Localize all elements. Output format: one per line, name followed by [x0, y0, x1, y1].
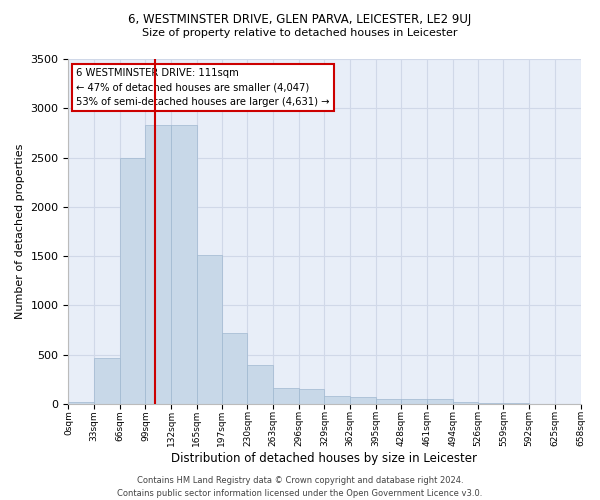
- Bar: [299, 388, 325, 404]
- Bar: [427, 400, 453, 404]
- Bar: [120, 158, 145, 404]
- Bar: [68, 402, 94, 404]
- Bar: [171, 125, 197, 404]
- Bar: [325, 396, 350, 404]
- X-axis label: Distribution of detached houses by size in Leicester: Distribution of detached houses by size …: [172, 452, 478, 465]
- Text: Size of property relative to detached houses in Leicester: Size of property relative to detached ho…: [142, 28, 458, 38]
- Bar: [350, 398, 376, 404]
- Text: 6 WESTMINSTER DRIVE: 111sqm
← 47% of detached houses are smaller (4,047)
53% of : 6 WESTMINSTER DRIVE: 111sqm ← 47% of det…: [76, 68, 329, 107]
- Text: 6, WESTMINSTER DRIVE, GLEN PARVA, LEICESTER, LE2 9UJ: 6, WESTMINSTER DRIVE, GLEN PARVA, LEICES…: [128, 12, 472, 26]
- Bar: [376, 399, 401, 404]
- Bar: [401, 400, 427, 404]
- Bar: [145, 125, 171, 404]
- Bar: [197, 255, 222, 404]
- Bar: [247, 366, 273, 404]
- Text: Contains HM Land Registry data © Crown copyright and database right 2024.
Contai: Contains HM Land Registry data © Crown c…: [118, 476, 482, 498]
- Bar: [273, 388, 299, 404]
- Bar: [222, 333, 247, 404]
- Bar: [94, 358, 120, 404]
- Y-axis label: Number of detached properties: Number of detached properties: [15, 144, 25, 319]
- Bar: [453, 402, 478, 404]
